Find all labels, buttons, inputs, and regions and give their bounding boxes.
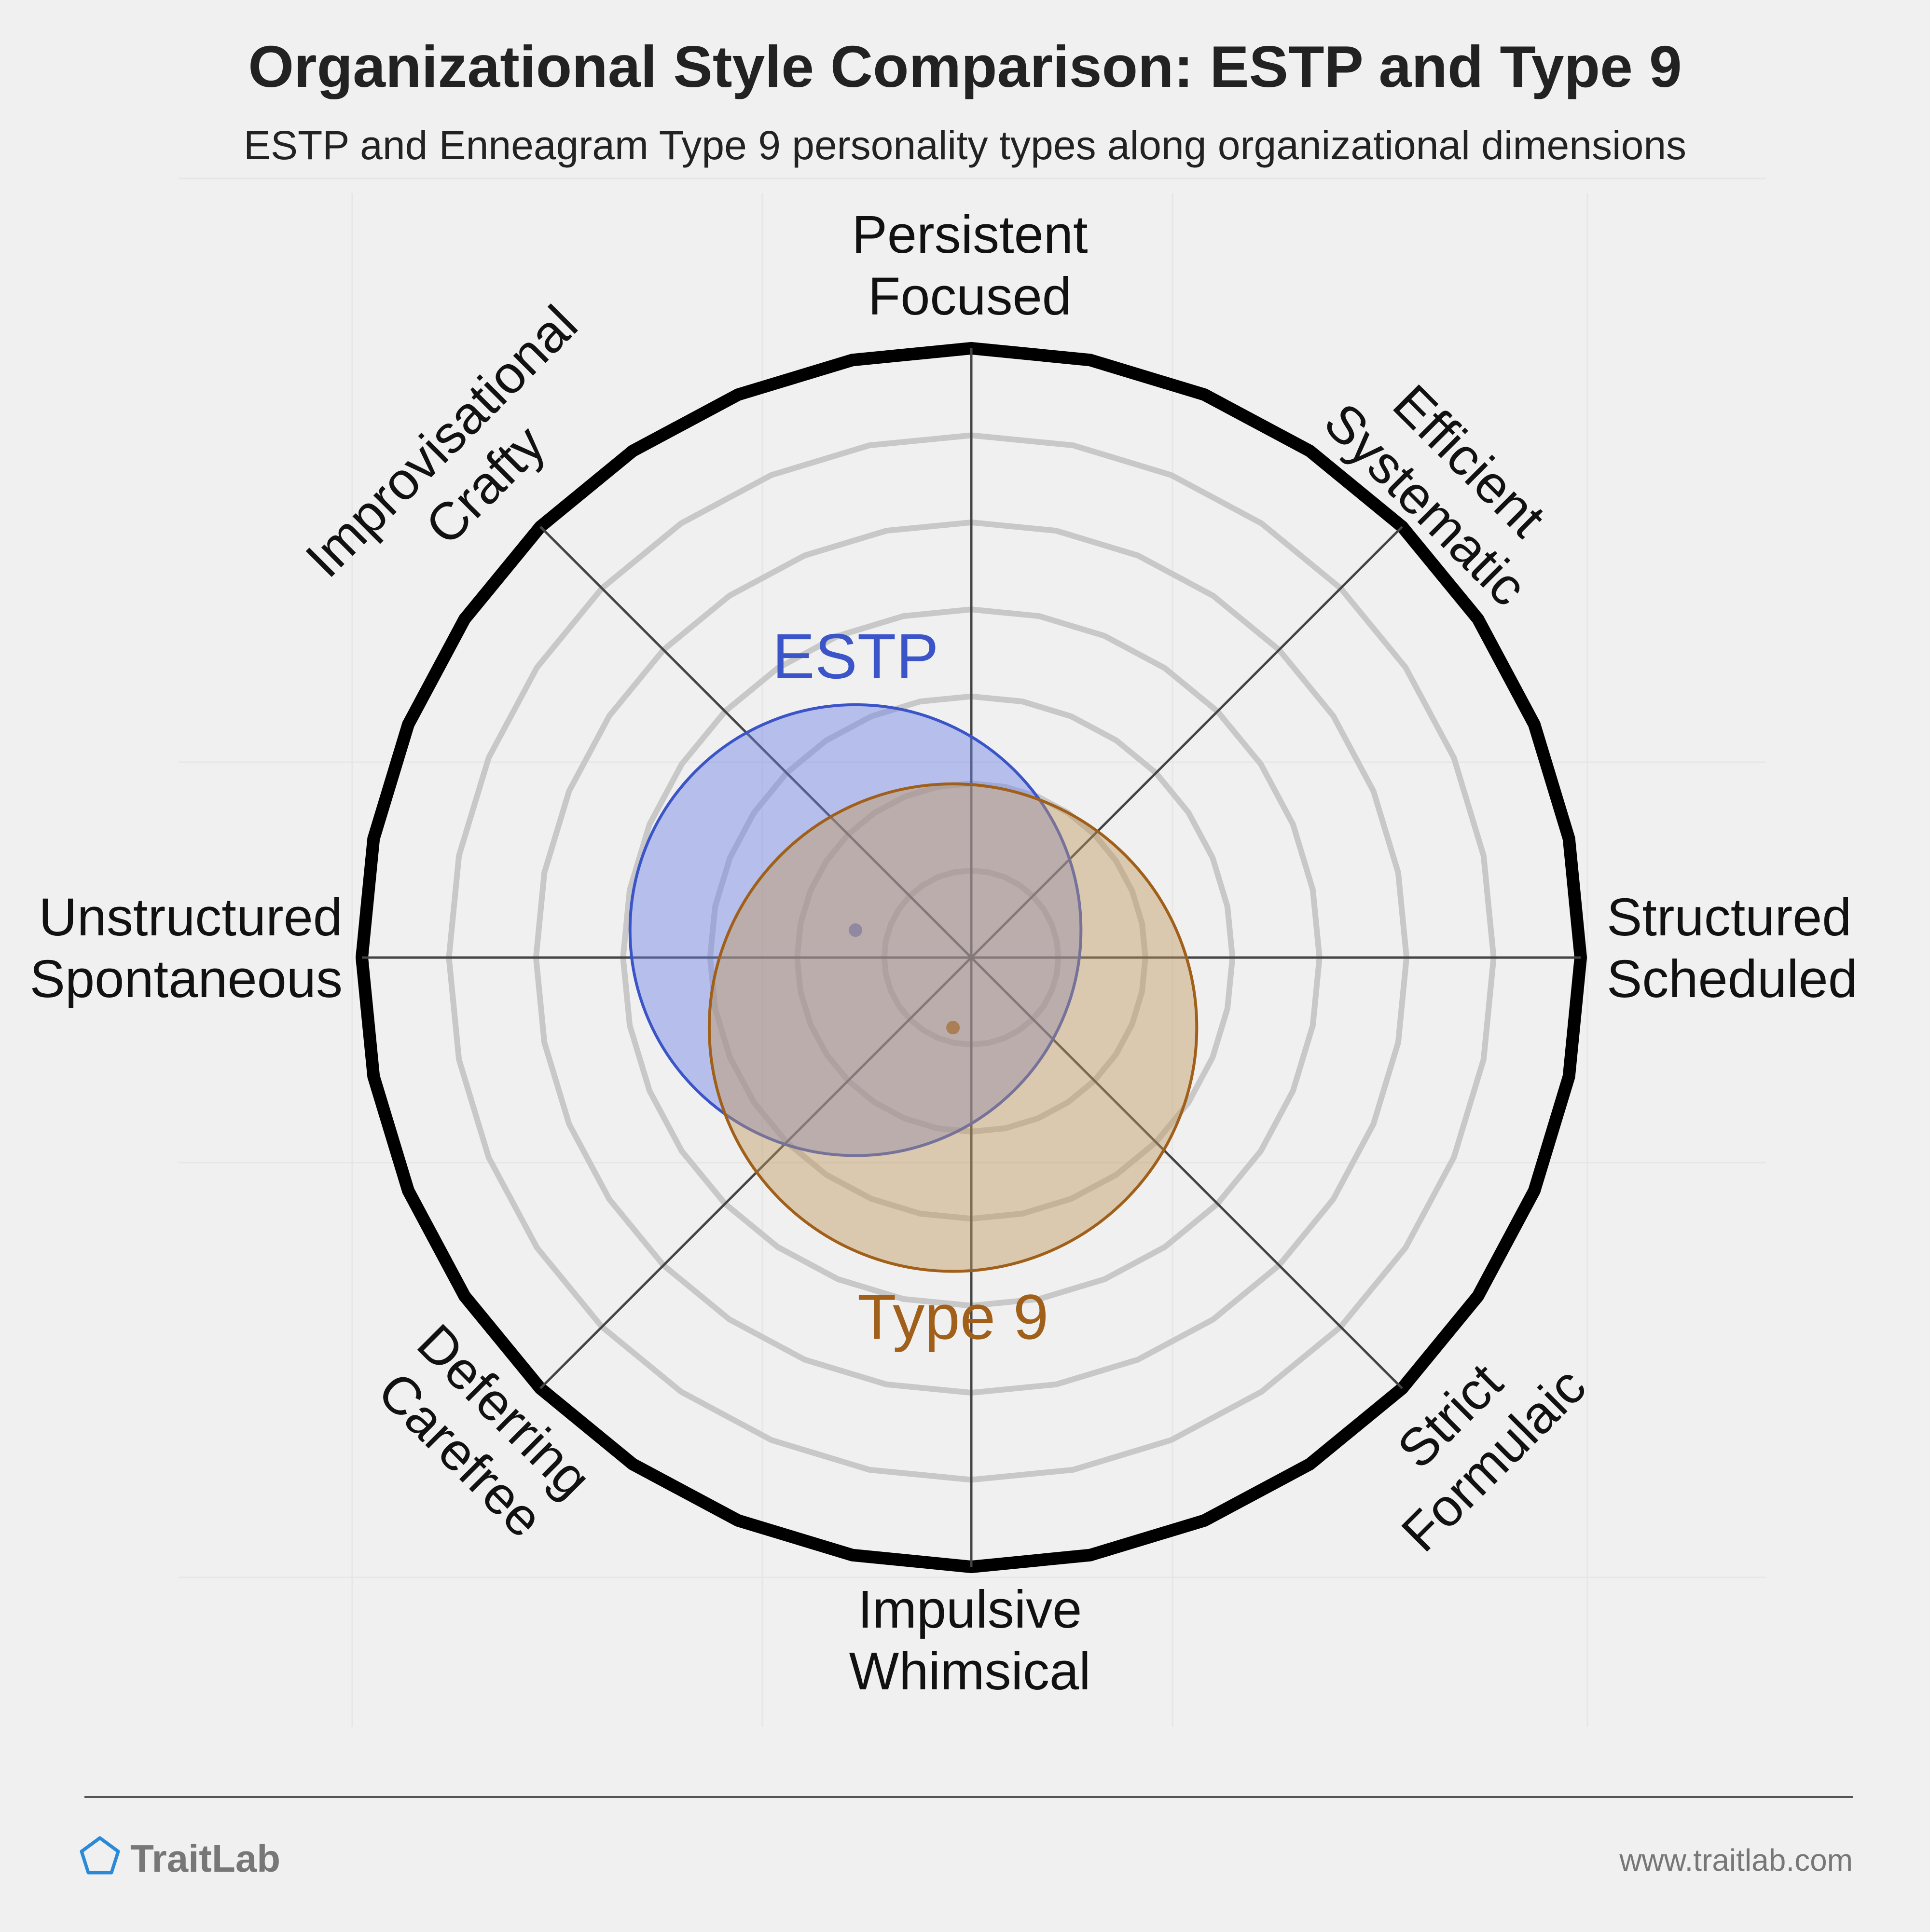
- axis-label-structured-scheduled: Structured Scheduled: [1607, 888, 1858, 1009]
- chart-title: Organizational Style Comparison: ESTP an…: [248, 34, 1682, 99]
- chart-subtitle: ESTP and Enneagram Type 9 personality ty…: [244, 123, 1686, 168]
- series-label-estp: ESTP: [772, 621, 939, 692]
- axis-label-strict-formulaic: StrictFormulaic: [1347, 1313, 1597, 1563]
- axis-label-persistent-focused: Persistent Focused: [852, 205, 1088, 326]
- footer-brand: TraitLab: [130, 1837, 280, 1880]
- series-layer: ESTP Type 9: [628, 621, 1199, 1352]
- axis-label-unstructured-spontaneous: Unstructured Spontaneous: [30, 888, 343, 1009]
- axis-label-line: Spontaneous: [30, 949, 343, 1009]
- axis-label-improvisational-crafty: ImprovisationalCrafty: [294, 294, 633, 632]
- axis-line-135: [539, 526, 1403, 1389]
- axis-label-line: Whimsical: [849, 1642, 1090, 1701]
- axis-label-line: Persistent: [852, 205, 1088, 264]
- axis-label-line: Unstructured: [39, 888, 343, 947]
- axis-label-deferring-carefree: DeferringCarefree: [362, 1313, 602, 1553]
- series-center-estp: [849, 923, 863, 937]
- axis-label-line: Improvisational: [294, 294, 589, 589]
- footer-url: www.traitlab.com: [1619, 1843, 1853, 1877]
- traitlab-logo-icon: [80, 1836, 120, 1875]
- axis-label-line: Impulsive: [858, 1580, 1082, 1639]
- axis-label-line: Focused: [868, 267, 1072, 326]
- axis-label-impulsive-whimsical: Impulsive Whimsical: [849, 1580, 1090, 1701]
- axis-label-line: Scheduled: [1607, 949, 1858, 1009]
- series-center-type-9: [946, 1021, 960, 1035]
- radar-axes: [362, 348, 1581, 1567]
- series-label-type-9: Type 9: [857, 1281, 1048, 1352]
- axis-label-line: Structured: [1607, 888, 1851, 947]
